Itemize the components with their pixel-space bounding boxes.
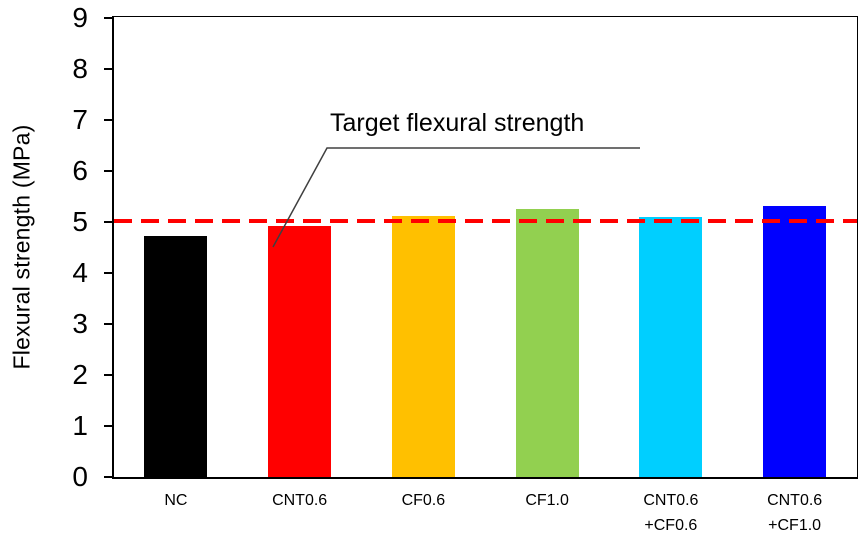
y-axis-tick-7: [104, 118, 112, 121]
x-axis-label-cf1.0: CF1.0: [525, 492, 569, 509]
target-strength-dashed-line: [114, 219, 857, 224]
y-axis-tick-5: [104, 220, 112, 223]
x-axis-label-cnt0.6-cf1.0: CNT0.6 +CF1.0: [767, 492, 823, 534]
y-axis-tick-label-2: 2: [72, 358, 88, 390]
x-axis-label-cnt0.6-cf0.6: CNT0.6 +CF0.6: [643, 492, 699, 534]
bar-cf0.6: [391, 215, 455, 477]
y-axis-tick-6: [104, 169, 112, 172]
y-axis-tick-label-8: 8: [72, 52, 88, 84]
x-axis-label-cnt0.6: CNT0.6: [272, 492, 328, 509]
y-axis-tick-label-6: 6: [72, 154, 88, 186]
x-axis-label-nc: NC: [164, 492, 188, 509]
target-line-annotation: Target flexural strength: [330, 109, 585, 137]
y-axis-tick-1: [104, 424, 112, 427]
y-axis-tick-label-3: 3: [72, 307, 88, 339]
plot-area: [112, 16, 858, 479]
bar-cnt0.6-cf0.6: [639, 217, 703, 477]
bar-cnt0.6-cf1.0: [763, 205, 827, 477]
y-axis-tick-3: [104, 322, 112, 325]
bar-cf1.0: [515, 209, 579, 477]
y-axis-title: Flexural strength (MPa): [8, 124, 35, 370]
y-axis-tick-label-7: 7: [72, 103, 88, 135]
y-axis-tick-9: [104, 16, 112, 19]
bar-cnt0.6: [268, 226, 332, 477]
y-axis-tick-label-9: 9: [72, 1, 88, 33]
y-axis-tick-label-0: 0: [72, 461, 88, 492]
x-axis-label-cf0.6: CF0.6: [401, 492, 446, 509]
y-axis-tick-4: [104, 271, 112, 274]
y-axis-tick-label-5: 5: [72, 205, 88, 237]
y-axis-tick-2: [104, 373, 112, 376]
y-axis-tick-label-4: 4: [72, 256, 88, 288]
bar-nc: [144, 236, 208, 477]
y-axis-tick-0: [104, 476, 112, 478]
y-axis-tick-label-1: 1: [72, 409, 88, 441]
y-axis-tick-8: [104, 67, 112, 70]
